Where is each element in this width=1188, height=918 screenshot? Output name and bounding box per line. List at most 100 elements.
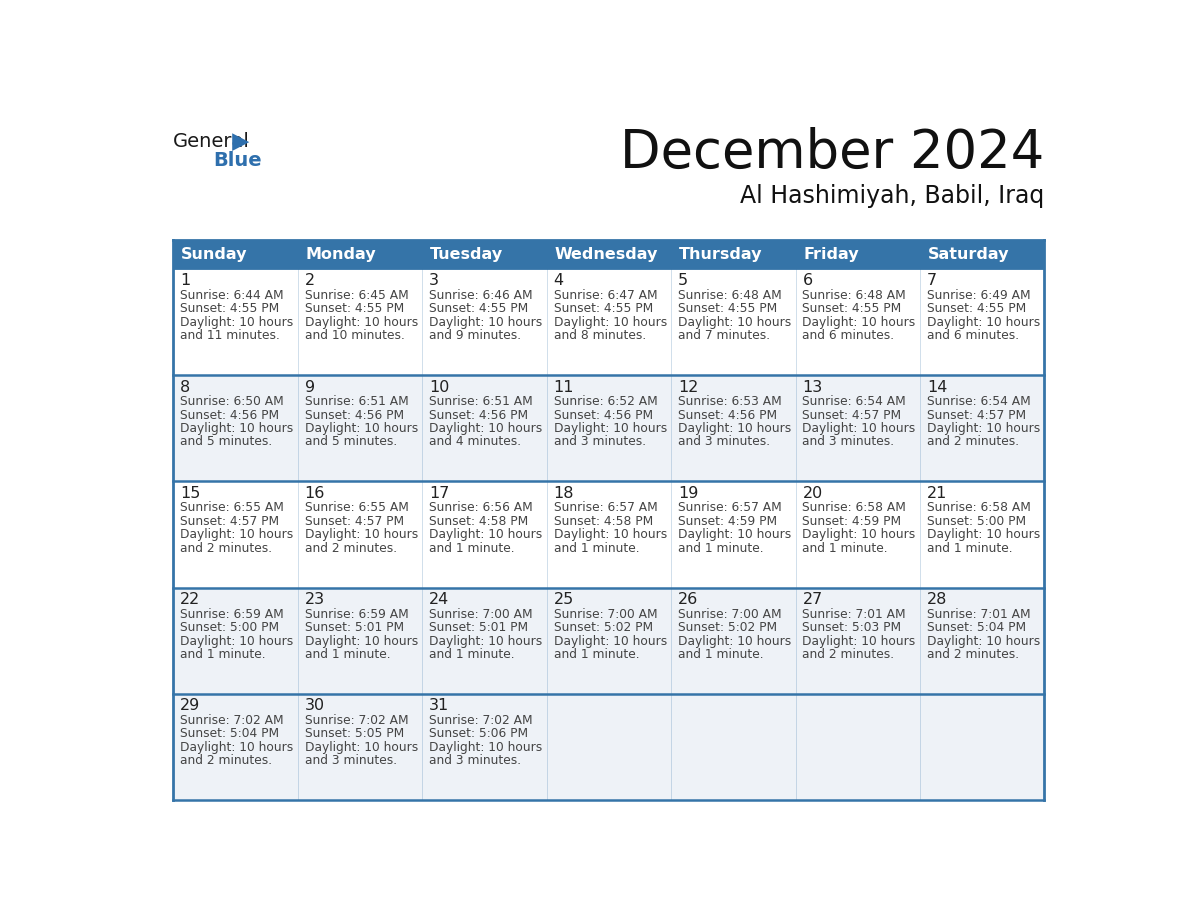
- Text: and 3 minutes.: and 3 minutes.: [554, 435, 646, 449]
- Text: Daylight: 10 hours: Daylight: 10 hours: [554, 528, 666, 542]
- Bar: [920, 240, 1044, 269]
- Text: Sunset: 4:56 PM: Sunset: 4:56 PM: [181, 409, 279, 421]
- Text: Sunday: Sunday: [181, 247, 247, 262]
- Text: and 3 minutes.: and 3 minutes.: [802, 435, 895, 449]
- Bar: [796, 481, 920, 588]
- Text: Sunrise: 6:58 AM: Sunrise: 6:58 AM: [927, 501, 1031, 514]
- Text: Sunset: 4:55 PM: Sunset: 4:55 PM: [927, 302, 1026, 315]
- Bar: [546, 588, 671, 694]
- Text: Daylight: 10 hours: Daylight: 10 hours: [802, 528, 916, 542]
- Text: Daylight: 10 hours: Daylight: 10 hours: [927, 422, 1041, 435]
- Text: Sunset: 4:56 PM: Sunset: 4:56 PM: [554, 409, 652, 421]
- Bar: [671, 375, 796, 481]
- Text: Sunrise: 6:50 AM: Sunrise: 6:50 AM: [181, 395, 284, 409]
- Text: Sunrise: 6:53 AM: Sunrise: 6:53 AM: [678, 395, 782, 409]
- Text: and 11 minutes.: and 11 minutes.: [181, 330, 280, 342]
- Text: Sunrise: 6:59 AM: Sunrise: 6:59 AM: [304, 608, 409, 621]
- Text: Daylight: 10 hours: Daylight: 10 hours: [429, 634, 543, 647]
- Text: Daylight: 10 hours: Daylight: 10 hours: [181, 528, 293, 542]
- Text: 18: 18: [554, 486, 574, 501]
- Text: Sunrise: 7:02 AM: Sunrise: 7:02 AM: [429, 714, 532, 727]
- Text: Sunset: 4:57 PM: Sunset: 4:57 PM: [927, 409, 1026, 421]
- Text: 8: 8: [181, 380, 190, 395]
- Text: Sunset: 5:01 PM: Sunset: 5:01 PM: [429, 621, 529, 634]
- Text: Sunrise: 7:00 AM: Sunrise: 7:00 AM: [429, 608, 532, 621]
- Text: Sunset: 4:56 PM: Sunset: 4:56 PM: [429, 409, 529, 421]
- Bar: [671, 240, 796, 269]
- Text: Sunrise: 7:01 AM: Sunrise: 7:01 AM: [802, 608, 906, 621]
- Text: Sunset: 5:03 PM: Sunset: 5:03 PM: [802, 621, 902, 634]
- Text: Sunset: 4:58 PM: Sunset: 4:58 PM: [554, 515, 653, 528]
- Bar: [298, 481, 422, 588]
- Text: and 8 minutes.: and 8 minutes.: [554, 330, 646, 342]
- Text: Sunrise: 6:55 AM: Sunrise: 6:55 AM: [304, 501, 409, 514]
- Text: 1: 1: [181, 274, 190, 288]
- Text: Sunrise: 6:47 AM: Sunrise: 6:47 AM: [554, 289, 657, 302]
- Text: Sunset: 4:55 PM: Sunset: 4:55 PM: [429, 302, 529, 315]
- Text: Daylight: 10 hours: Daylight: 10 hours: [181, 741, 293, 754]
- Text: Sunrise: 7:01 AM: Sunrise: 7:01 AM: [927, 608, 1030, 621]
- Bar: [422, 481, 546, 588]
- Text: Daylight: 10 hours: Daylight: 10 hours: [927, 528, 1041, 542]
- Bar: [920, 375, 1044, 481]
- Bar: [796, 588, 920, 694]
- Text: 10: 10: [429, 380, 449, 395]
- Text: Sunset: 4:58 PM: Sunset: 4:58 PM: [429, 515, 529, 528]
- Bar: [671, 588, 796, 694]
- Bar: [173, 375, 298, 481]
- Text: Sunset: 5:02 PM: Sunset: 5:02 PM: [554, 621, 652, 634]
- Text: Saturday: Saturday: [928, 247, 1010, 262]
- Text: Daylight: 10 hours: Daylight: 10 hours: [304, 316, 418, 329]
- Text: 4: 4: [554, 274, 564, 288]
- Bar: [298, 588, 422, 694]
- Text: Sunset: 4:55 PM: Sunset: 4:55 PM: [304, 302, 404, 315]
- Text: Sunset: 4:57 PM: Sunset: 4:57 PM: [181, 515, 279, 528]
- Text: Sunrise: 6:48 AM: Sunrise: 6:48 AM: [678, 289, 782, 302]
- Bar: [796, 694, 920, 800]
- Text: Sunset: 5:05 PM: Sunset: 5:05 PM: [304, 727, 404, 740]
- Text: Daylight: 10 hours: Daylight: 10 hours: [429, 528, 543, 542]
- Text: and 2 minutes.: and 2 minutes.: [802, 648, 895, 661]
- Text: and 3 minutes.: and 3 minutes.: [429, 755, 522, 767]
- Text: Sunrise: 6:45 AM: Sunrise: 6:45 AM: [304, 289, 409, 302]
- Text: 17: 17: [429, 486, 449, 501]
- Text: Daylight: 10 hours: Daylight: 10 hours: [554, 634, 666, 647]
- Text: and 6 minutes.: and 6 minutes.: [927, 330, 1019, 342]
- Text: and 9 minutes.: and 9 minutes.: [429, 330, 522, 342]
- Bar: [298, 240, 422, 269]
- Text: Sunrise: 6:46 AM: Sunrise: 6:46 AM: [429, 289, 532, 302]
- Bar: [298, 269, 422, 375]
- Text: 16: 16: [304, 486, 326, 501]
- Text: Tuesday: Tuesday: [430, 247, 503, 262]
- Text: Sunrise: 7:02 AM: Sunrise: 7:02 AM: [181, 714, 284, 727]
- Text: Sunset: 5:02 PM: Sunset: 5:02 PM: [678, 621, 777, 634]
- Text: Daylight: 10 hours: Daylight: 10 hours: [554, 316, 666, 329]
- Text: 14: 14: [927, 380, 947, 395]
- Text: and 2 minutes.: and 2 minutes.: [927, 648, 1019, 661]
- Bar: [173, 694, 298, 800]
- Text: Daylight: 10 hours: Daylight: 10 hours: [802, 316, 916, 329]
- Bar: [796, 269, 920, 375]
- Bar: [671, 694, 796, 800]
- Bar: [173, 269, 298, 375]
- Text: Daylight: 10 hours: Daylight: 10 hours: [429, 316, 543, 329]
- Bar: [546, 240, 671, 269]
- Text: Daylight: 10 hours: Daylight: 10 hours: [304, 634, 418, 647]
- Text: Wednesday: Wednesday: [555, 247, 658, 262]
- Bar: [920, 269, 1044, 375]
- Text: Sunset: 4:55 PM: Sunset: 4:55 PM: [181, 302, 279, 315]
- Text: and 3 minutes.: and 3 minutes.: [304, 755, 397, 767]
- Text: Sunrise: 7:02 AM: Sunrise: 7:02 AM: [304, 714, 409, 727]
- Text: and 2 minutes.: and 2 minutes.: [304, 542, 397, 554]
- Text: 22: 22: [181, 592, 201, 607]
- Text: 2: 2: [304, 274, 315, 288]
- Text: and 10 minutes.: and 10 minutes.: [304, 330, 405, 342]
- Text: and 2 minutes.: and 2 minutes.: [181, 755, 272, 767]
- Bar: [796, 375, 920, 481]
- Text: Sunrise: 6:51 AM: Sunrise: 6:51 AM: [304, 395, 409, 409]
- Text: 21: 21: [927, 486, 947, 501]
- Text: Daylight: 10 hours: Daylight: 10 hours: [678, 316, 791, 329]
- Bar: [173, 240, 298, 269]
- Bar: [671, 481, 796, 588]
- Text: Sunset: 5:04 PM: Sunset: 5:04 PM: [927, 621, 1026, 634]
